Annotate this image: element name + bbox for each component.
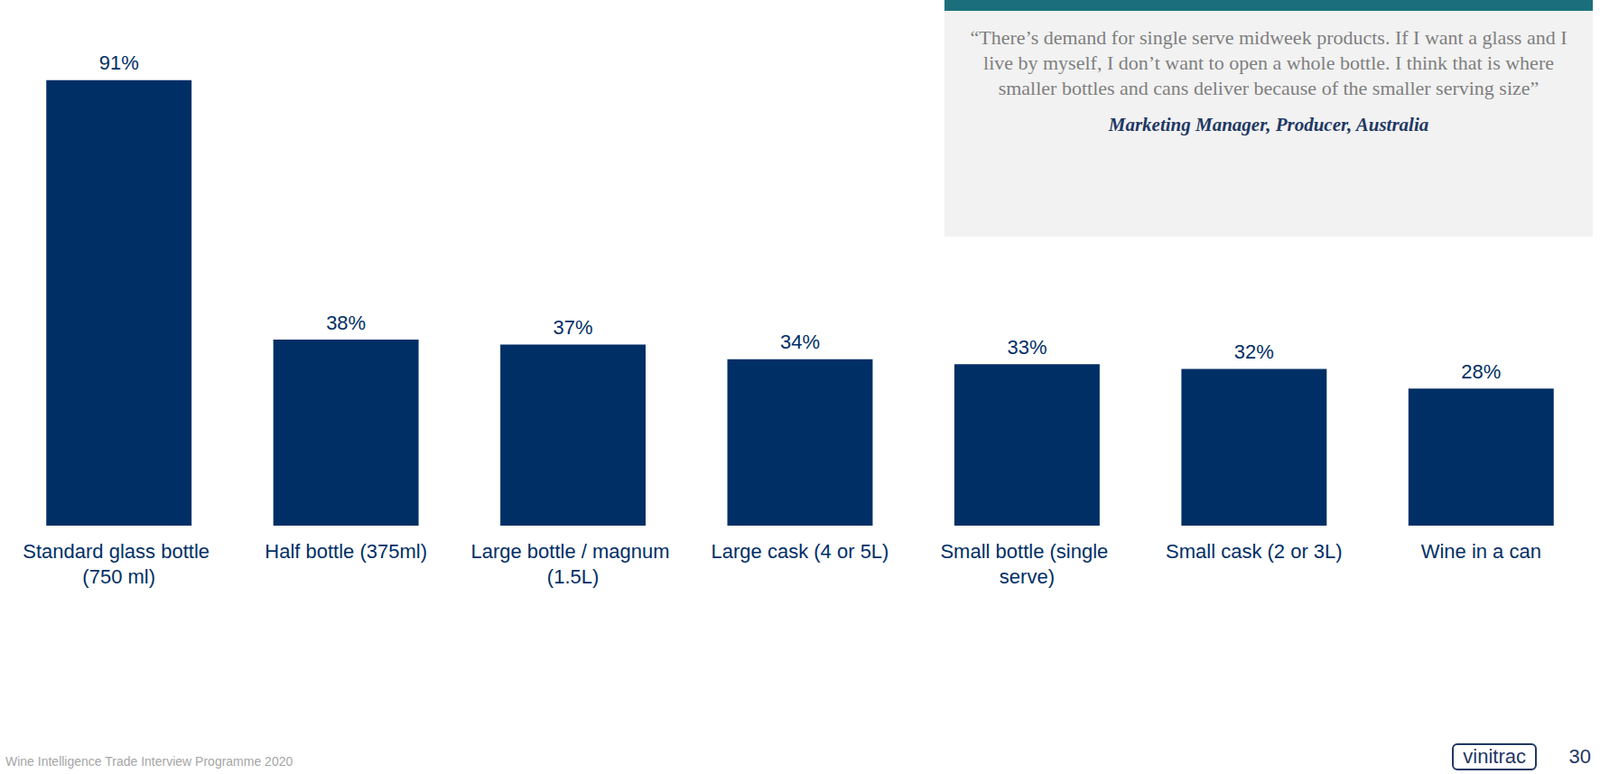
svg-text:Standard glass bottle: Standard glass bottle — [22, 539, 215, 563]
svg-text:91%: 91% — [99, 51, 140, 75]
svg-text:Small cask (2 or 3L): Small cask (2 or 3L) — [1165, 539, 1343, 563]
html-text:Marketing Manager, Producer, A: Marketing Manager, Producer, Australia — [1108, 113, 1429, 136]
svg-text:32%: 32% — [1234, 340, 1275, 363]
svg-text:28%: 28% — [1460, 360, 1501, 383]
svg-text:37%: 37% — [553, 316, 594, 339]
html-text:Wine Intelligence Trade Interv: Wine Intelligence Trade Interview Progra… — [5, 753, 293, 769]
svg-text:Wine in a can: Wine in a can — [1421, 539, 1542, 563]
svg-text:38%: 38% — [325, 311, 366, 335]
svg-text:34%: 34% — [780, 330, 820, 354]
svg-text:Small bottle (single: Small bottle (single — [939, 539, 1114, 563]
html-text:vinitrac: vinitrac — [1463, 744, 1526, 768]
html-text:“There’s demand for single ser: “There’s demand for single serve midweek… — [970, 26, 1568, 100]
html-text:30: 30 — [1568, 744, 1591, 768]
svg-text:serve): serve) — [999, 565, 1055, 588]
svg-text:(750 ml): (750 ml) — [82, 565, 156, 588]
svg-text:Half bottle (375ml): Half bottle (375ml) — [264, 539, 428, 563]
svg-text:Large cask (4 or 5L): Large cask (4 or 5L) — [711, 539, 890, 563]
svg-text:33%: 33% — [1006, 335, 1047, 359]
svg-text:Large bottle / magnum: Large bottle / magnum — [470, 539, 675, 563]
svg-text:(1.5L): (1.5L) — [547, 565, 599, 588]
